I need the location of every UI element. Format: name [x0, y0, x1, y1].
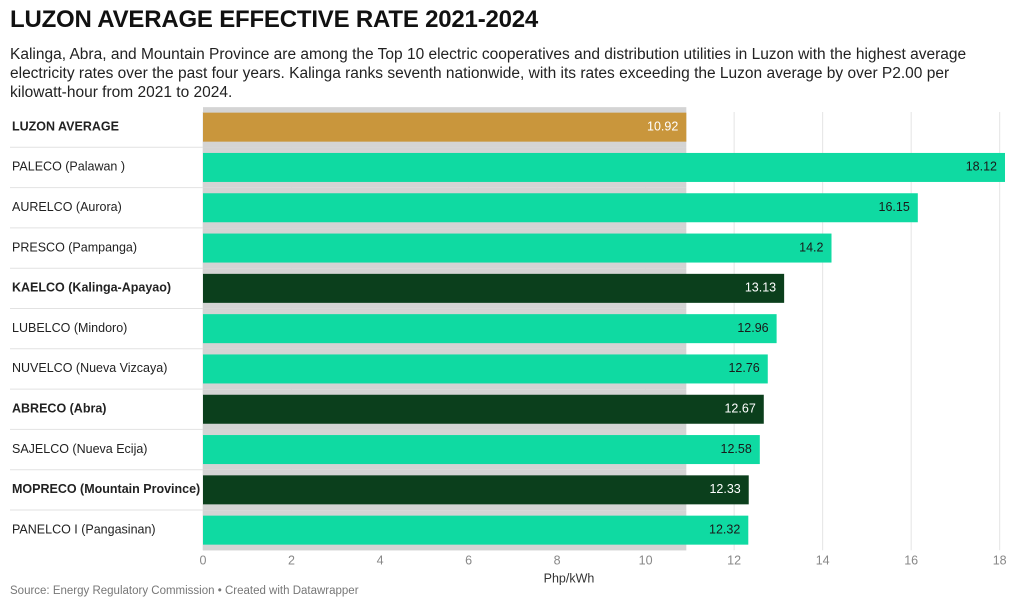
value-label: 12.67 — [724, 402, 755, 416]
value-label: 16.15 — [879, 200, 910, 214]
x-tick-label: 18 — [993, 554, 1007, 568]
bar — [203, 394, 764, 424]
x-tick-label: 8 — [554, 554, 561, 568]
x-tick-label: 10 — [639, 554, 653, 568]
x-tick-label: 0 — [200, 554, 207, 568]
value-label: 12.76 — [728, 361, 759, 375]
bar — [203, 475, 749, 505]
value-label: 10.92 — [647, 119, 678, 133]
chart-title: LUZON AVERAGE EFFECTIVE RATE 2021-2024 — [10, 6, 539, 33]
bar — [203, 273, 785, 303]
x-tick-label: 12 — [727, 554, 741, 568]
y-tick-label: LUZON AVERAGE — [12, 119, 119, 133]
y-tick-label: PALECO (Palawan ) — [12, 160, 125, 174]
value-label: 12.58 — [721, 442, 752, 456]
source-note: Source: Energy Regulatory Commission • C… — [10, 585, 359, 597]
y-tick-label: SAJELCO (Nueva Ecija) — [12, 442, 147, 456]
y-tick-label: ABRECO (Abra) — [12, 402, 106, 416]
value-label: 12.32 — [709, 522, 740, 536]
bar — [203, 354, 768, 384]
value-label: 14.2 — [799, 240, 823, 254]
bar — [203, 515, 749, 545]
value-label: 12.33 — [709, 482, 740, 496]
y-tick-label: AURELCO (Aurora) — [12, 200, 122, 214]
y-tick-label: NUVELCO (Nueva Vizcaya) — [12, 361, 167, 375]
value-label: 12.96 — [737, 321, 768, 335]
x-tick-label: 16 — [904, 554, 918, 568]
y-tick-label: LUBELCO (Mindoro) — [12, 321, 127, 335]
bar — [203, 152, 1005, 182]
bar — [203, 112, 687, 142]
bar — [203, 233, 832, 263]
bar — [203, 435, 760, 465]
x-tick-label: 4 — [377, 554, 384, 568]
y-tick-label: KAELCO (Kalinga-Apayao) — [12, 281, 171, 295]
x-tick-label: 6 — [465, 554, 472, 568]
value-label: 18.12 — [966, 160, 997, 174]
chart-subtitle: Kalinga, Abra, and Mountain Province are… — [10, 46, 967, 101]
x-axis-title: Php/kWh — [544, 572, 595, 586]
x-tick-label: 2 — [288, 554, 295, 568]
y-tick-label: MOPRECO (Mountain Province) — [12, 482, 200, 496]
bar — [203, 193, 918, 223]
y-tick-label: PANELCO I (Pangasinan) — [12, 522, 156, 536]
value-label: 13.13 — [745, 281, 776, 295]
x-tick-label: 14 — [816, 554, 830, 568]
bar — [203, 314, 777, 344]
y-tick-label: PRESCO (Pampanga) — [12, 240, 137, 254]
